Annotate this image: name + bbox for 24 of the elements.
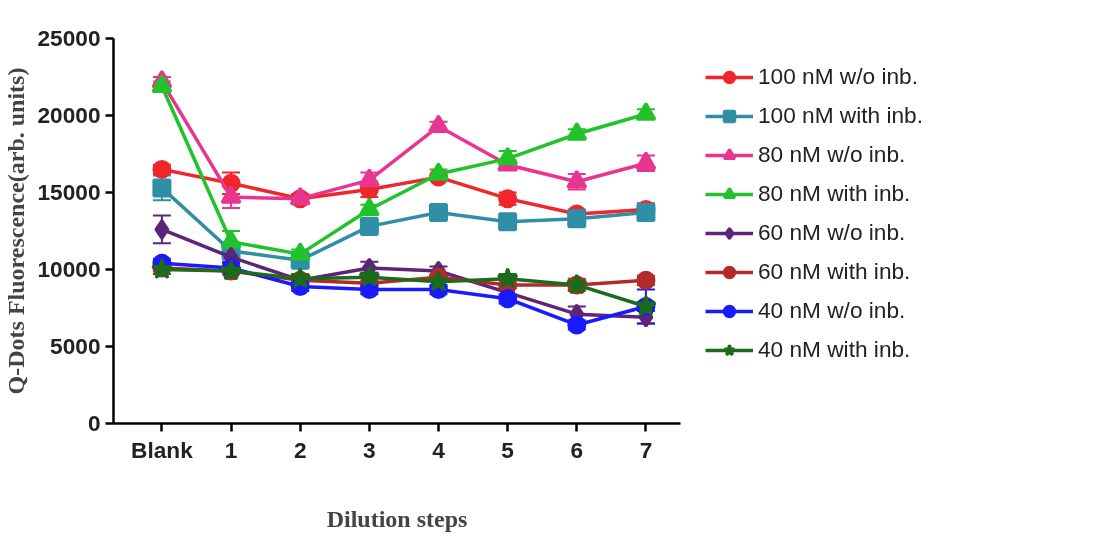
legend-label: 100 nM w/o inb. [758, 63, 918, 90]
x-tick-label: 4 [432, 436, 446, 463]
x-tick-label: 3 [363, 436, 376, 463]
y-tick-label: 10000 [37, 256, 101, 282]
legend-label: 40 nM w/o inb. [758, 297, 906, 324]
y-tick-label: 20000 [37, 102, 101, 128]
x-tick-label: 7 [639, 436, 653, 463]
legend-label: 40 nM with inb. [758, 336, 911, 363]
x-tick-label: 2 [293, 436, 307, 463]
x-tick-label: 5 [501, 436, 514, 463]
y-tick-label: 0 [87, 410, 101, 436]
x-tick-label: 6 [570, 436, 584, 463]
y-tick-label: 15000 [37, 179, 101, 205]
y-axis-title: Q-Dots Fluorescence(arb. units) [3, 67, 30, 395]
x-tick-label: Blank [131, 436, 194, 463]
x-axis-title: Dilution steps [326, 505, 468, 532]
y-tick-label: 5000 [50, 333, 101, 359]
legend-label: 100 nM with inb. [758, 102, 923, 129]
legend-label: 80 nM w/o inb. [758, 141, 906, 168]
legend-label: 60 nM with inb. [758, 258, 911, 285]
x-tick-label: 1 [224, 436, 238, 463]
legend-label: 80 nM with inb. [758, 180, 911, 207]
y-tick-label: 25000 [37, 25, 101, 51]
legend-label: 60 nM w/o inb. [758, 219, 906, 246]
